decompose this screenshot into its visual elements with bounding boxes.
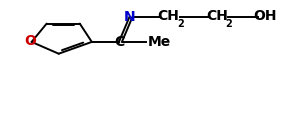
Text: 2: 2 xyxy=(225,19,232,29)
Text: C: C xyxy=(114,35,124,49)
Text: N: N xyxy=(124,10,135,24)
Text: CH: CH xyxy=(158,9,179,23)
Text: OH: OH xyxy=(253,9,277,23)
Text: Me: Me xyxy=(147,35,171,49)
Text: CH: CH xyxy=(206,9,228,23)
Text: O: O xyxy=(24,34,36,48)
Text: 2: 2 xyxy=(177,19,184,29)
